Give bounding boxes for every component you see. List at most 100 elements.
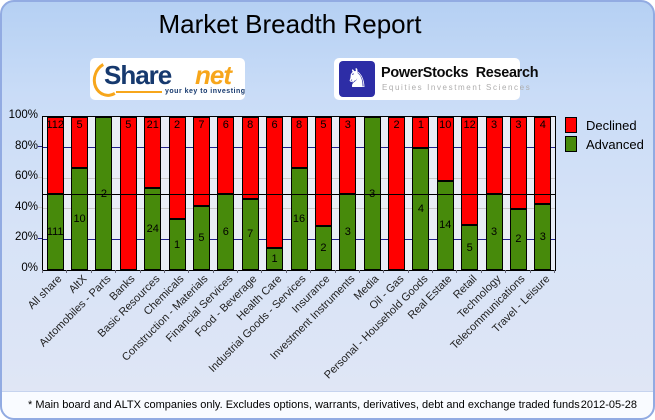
bar-value-declined: 2 (393, 119, 400, 131)
bar-value-advanced: 111 (46, 225, 64, 238)
x-axis-tick (163, 270, 165, 273)
bar-segment-advanced (168, 219, 186, 270)
bar-value-declined: 2 (174, 119, 181, 131)
bar-value-advanced: 7 (247, 228, 254, 241)
legend-swatch-declined (565, 117, 577, 133)
legend-item-advanced: Advanced (565, 136, 644, 152)
bar-value-advanced: 3 (490, 225, 498, 238)
bar-value-advanced: 10 (73, 213, 86, 225)
bar-segment-advanced (436, 180, 454, 270)
powerstocks-subtitle: Equities Investment Sciences (382, 83, 532, 92)
bar-segment-declined (412, 117, 430, 148)
bar-segment-declined (168, 117, 186, 219)
bar-segment-declined (71, 117, 89, 168)
bar-value-advanced: 14 (439, 219, 452, 232)
bar-value-advanced: 3 (369, 187, 376, 200)
bar-value-declined: 10 (439, 119, 452, 131)
x-axis-tick (90, 270, 92, 273)
legend-item-declined: Declined (565, 117, 644, 133)
sharenet-brand-net: net (195, 60, 232, 90)
bar-value-advanced: 2 (100, 187, 107, 200)
bar-value-advanced: 4 (417, 202, 424, 215)
powerstocks-logo: ♞ PowerStocks Research Equities Investme… (334, 58, 539, 100)
sharenet-underline (116, 91, 162, 93)
bar-segment-declined (485, 117, 503, 194)
bar-value-advanced: 5 (466, 241, 473, 254)
y-axis-tick (38, 207, 42, 209)
knight-icon: ♞ (345, 64, 369, 94)
x-axis-tick (505, 270, 507, 273)
legend-label-advanced: Advanced (586, 136, 644, 152)
bar-segment-declined (241, 117, 259, 199)
bar-value-declined: 6 (222, 119, 229, 131)
bar-value-declined: 112 (46, 119, 64, 131)
y-axis-label: 100% (8, 109, 38, 121)
bar-value-advanced: 1 (174, 238, 181, 251)
x-axis-tick (237, 270, 239, 273)
bar-value-advanced: 3 (344, 225, 351, 238)
chart-plot-area: 112 111 5 10 2 5 21 24 2 1 7 5 6 6 8 7 6 1 8 16 5 2 3 3 3 2 1 4 10 14… (42, 116, 556, 271)
bar-value-advanced: 2 (320, 242, 327, 255)
bar-value-advanced: 2 (515, 233, 522, 246)
bar-segment-declined (534, 117, 552, 205)
bar-value-declined: 6 (271, 119, 278, 131)
bar-value-declined: 12 (463, 119, 476, 131)
bar-segment-advanced (509, 208, 527, 270)
bar-value-advanced: 24 (146, 223, 159, 236)
bar-segment-advanced (461, 225, 479, 270)
bar-value-declined: 3 (344, 119, 351, 131)
bar-value-declined: 21 (146, 119, 159, 131)
bar-segment-declined (436, 117, 454, 181)
x-axis-tick (66, 270, 68, 273)
bar-segment-advanced (241, 198, 259, 270)
x-axis-tick (432, 270, 434, 273)
x-axis-tick (285, 270, 287, 273)
bar-value-advanced: 3 (539, 231, 546, 244)
sharenet-brand-share: Share (104, 60, 172, 90)
footer-bar: * Main board and ALTX companies only. Ex… (2, 391, 653, 418)
x-axis-tick (188, 270, 190, 273)
bar-segment-declined (314, 117, 332, 227)
bar-value-declined: 8 (247, 119, 254, 131)
y-axis-label: 40% (14, 200, 38, 213)
powerstocks-square: ♞ (339, 61, 375, 97)
bar-segment-advanced (144, 188, 162, 270)
bar-segment-declined (461, 117, 479, 225)
bar-value-advanced: 6 (222, 225, 229, 238)
footer-date: 2012-05-28 (580, 399, 637, 411)
bar-segment-declined (339, 117, 357, 194)
bar-value-advanced: 16 (292, 213, 306, 225)
x-axis-tick (261, 270, 263, 273)
y-axis-label: 80% (14, 139, 38, 152)
x-axis-tick (456, 270, 458, 273)
x-axis-tick (529, 270, 531, 273)
bar-value-declined: 5 (320, 119, 327, 131)
y-axis-tick (38, 176, 42, 178)
bar-value-declined: 4 (539, 119, 546, 131)
footer-note: * Main board and ALTX companies only. Ex… (28, 399, 580, 411)
bar-segment-advanced (412, 147, 430, 270)
bar-segment-declined (290, 117, 308, 168)
x-axis-tick (334, 270, 336, 273)
bar-value-declined: 8 (295, 119, 303, 131)
bar-segment-declined (217, 117, 235, 194)
bar-segment-declined (266, 117, 284, 249)
fifty-percent-reference-line (43, 193, 555, 195)
bar-value-declined: 7 (198, 119, 205, 131)
bar-segment-declined (144, 117, 162, 189)
bar-segment-advanced (534, 204, 552, 270)
bar-segment-advanced (192, 206, 210, 270)
bar-segment-advanced (314, 226, 332, 270)
bar-value-declined: 3 (490, 119, 498, 131)
y-axis-label: 20% (14, 231, 38, 244)
y-axis-label: 60% (14, 170, 38, 183)
bar-value-advanced: 5 (198, 232, 205, 245)
page-title: Market Breadth Report (158, 9, 422, 39)
legend-label-declined: Declined (586, 117, 637, 133)
x-axis-tick (554, 270, 555, 273)
x-axis-tick (42, 270, 43, 273)
y-axis-label: 0% (21, 262, 38, 274)
x-axis-tick (139, 270, 141, 273)
x-axis-tick (310, 270, 312, 273)
